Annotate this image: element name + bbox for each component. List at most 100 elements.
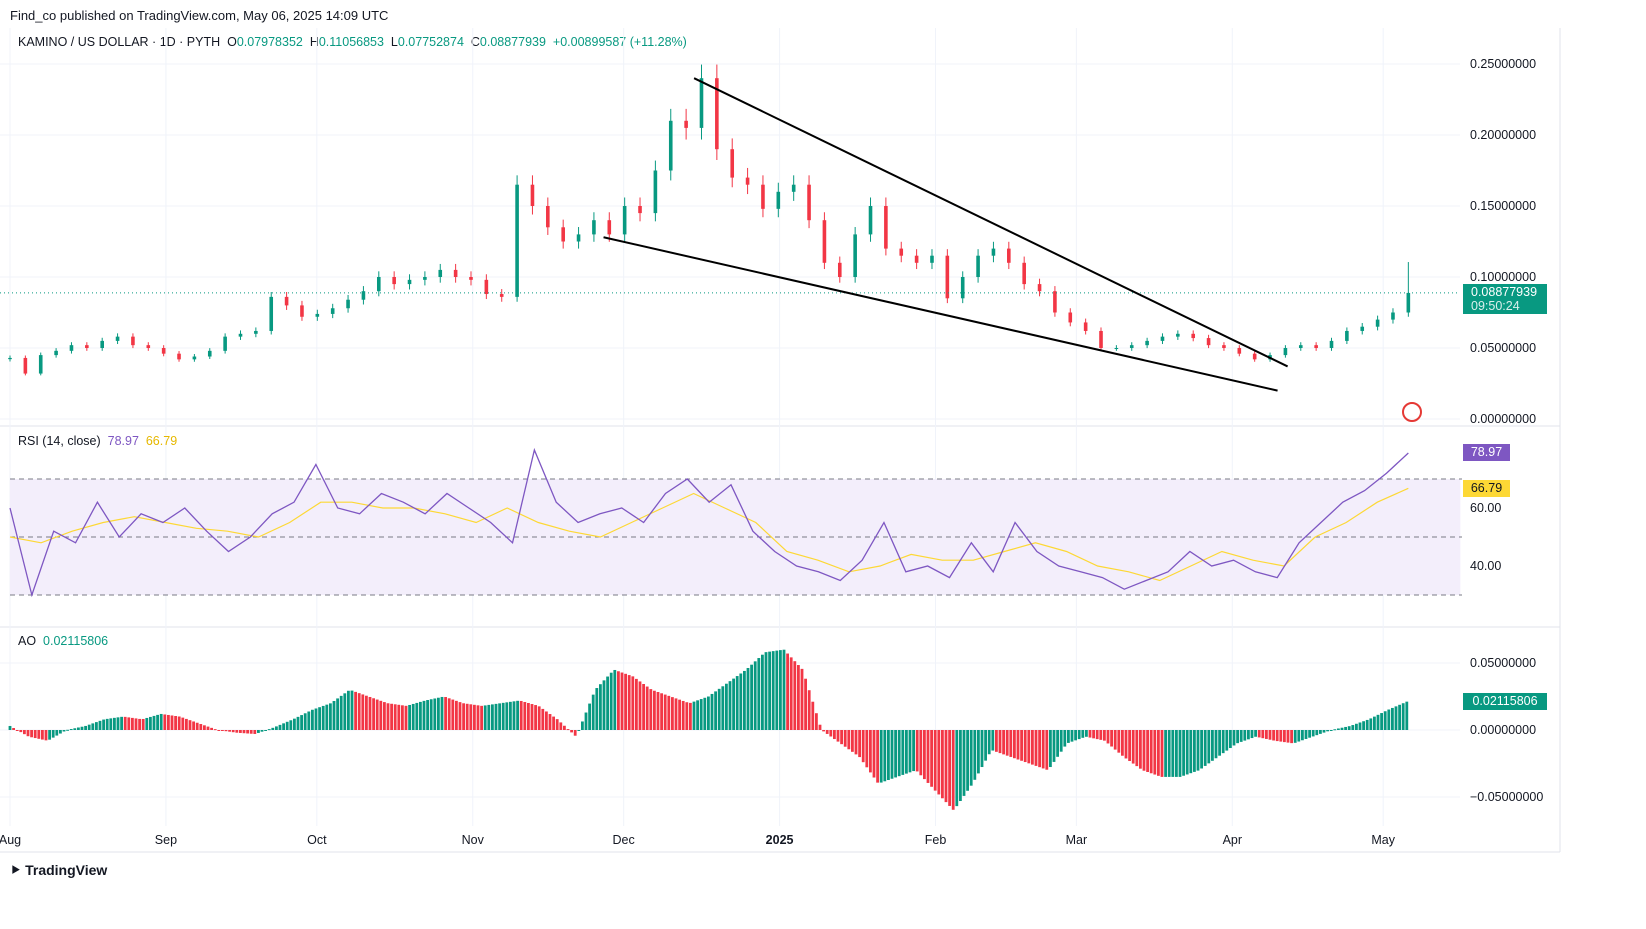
- ao-bar: [185, 718, 188, 730]
- ao-bar: [1243, 730, 1247, 741]
- ao-bar: [822, 730, 825, 732]
- ao-bar: [973, 730, 977, 780]
- ao-bar: [159, 713, 163, 730]
- ao-bar: [347, 690, 350, 730]
- ao-bar: [282, 723, 285, 730]
- ao-bar: [566, 729, 570, 731]
- ao-bar: [674, 698, 678, 730]
- ao-bar: [944, 730, 948, 803]
- ao-bar: [1128, 730, 1131, 762]
- ao-bar: [764, 652, 768, 730]
- candle-body: [499, 294, 504, 297]
- ao-bar: [1239, 730, 1243, 742]
- ao-bar: [318, 707, 321, 730]
- ao-bar: [447, 698, 451, 730]
- x-tick-label: Apr: [1223, 833, 1242, 847]
- ao-title[interactable]: AO: [18, 634, 37, 648]
- open-label: O: [227, 35, 237, 49]
- ao-bar: [951, 730, 955, 810]
- candle-body: [453, 269, 458, 277]
- ao-bar: [530, 704, 534, 730]
- ao-bar: [890, 730, 894, 779]
- ao-bar: [149, 716, 152, 730]
- rsi-title[interactable]: RSI (14, close): [18, 434, 101, 448]
- candle-body: [1391, 312, 1395, 320]
- ao-bar: [1193, 730, 1196, 772]
- candle-body: [1298, 345, 1303, 348]
- candle-body: [1083, 322, 1088, 331]
- candle-body: [315, 313, 320, 317]
- close-value: 0.08877939: [479, 35, 546, 49]
- ao-bar: [649, 689, 653, 730]
- ao-bar: [912, 730, 915, 772]
- ao-bar: [1319, 730, 1322, 734]
- ao-bar: [332, 700, 336, 730]
- ao-bar: [278, 724, 282, 730]
- ao-bar: [199, 724, 203, 730]
- trendline: [693, 77, 1289, 368]
- candle-body: [115, 336, 120, 341]
- ao-bar: [509, 701, 512, 730]
- ao-bar: [134, 718, 138, 730]
- ao-bar: [962, 730, 966, 796]
- ao-bar: [393, 704, 397, 730]
- publish-info: Find_co published on TradingView.com, Ma…: [10, 8, 389, 23]
- ao-bar: [1207, 730, 1211, 764]
- ao-bar: [19, 730, 23, 733]
- ao-bar: [541, 708, 545, 730]
- ao-bar: [872, 730, 876, 778]
- ao-bar: [613, 669, 617, 730]
- ao-bar: [231, 730, 235, 733]
- ao-bar: [1131, 730, 1135, 764]
- ao-bar: [861, 730, 865, 763]
- ao-bar: [343, 693, 347, 730]
- ao-bar: [1257, 730, 1261, 738]
- ao-bar: [386, 703, 390, 730]
- ao-bar: [905, 730, 908, 774]
- ao-bar: [609, 672, 613, 730]
- ao-bar: [1106, 730, 1110, 744]
- ao-bar: [948, 730, 951, 806]
- candle-body: [592, 220, 596, 235]
- ao-bar: [408, 704, 411, 730]
- candle-body: [423, 277, 427, 280]
- candle-body: [392, 277, 396, 285]
- candle-body: [1329, 340, 1334, 348]
- ao-bar: [1088, 730, 1092, 738]
- ao-bar: [883, 730, 887, 782]
- ao-bar: [1153, 730, 1157, 775]
- ao-bar: [1020, 730, 1023, 761]
- ao-bar: [235, 730, 239, 733]
- ao-bar: [365, 695, 368, 730]
- ao-bar: [80, 726, 84, 730]
- last-price-badge: 0.08877939 09:50:24: [1463, 284, 1547, 314]
- tradingview-logo[interactable]: ⯈ TradingView: [10, 862, 107, 879]
- ao-bar: [743, 670, 746, 730]
- ao-bar: [534, 705, 537, 730]
- ao-bar: [451, 699, 455, 730]
- ao-bar: [602, 680, 606, 730]
- ao-bar: [797, 665, 800, 730]
- ao-bar: [293, 718, 296, 730]
- ao-bar: [1247, 730, 1250, 740]
- ao-bar: [998, 730, 1002, 754]
- ao-bar: [667, 695, 671, 730]
- candle-body: [776, 191, 781, 209]
- ao-bar: [426, 700, 429, 730]
- symbol-title[interactable]: KAMINO / US DOLLAR · 1D · PYTH: [18, 35, 221, 49]
- candle-body: [131, 336, 135, 346]
- ao-bar: [1272, 730, 1275, 741]
- ao-bar: [1268, 730, 1272, 740]
- ao-bar: [1200, 730, 1203, 769]
- ao-bar: [419, 701, 422, 730]
- high-label: H: [309, 35, 319, 49]
- ao-bar: [1189, 730, 1193, 774]
- ao-bar: [1394, 706, 1398, 730]
- candle-body: [976, 255, 980, 277]
- ao-bar: [271, 727, 275, 730]
- rsi-ma-badge: 66.79: [1463, 480, 1510, 497]
- ao-bar: [735, 676, 739, 730]
- ao-bar: [980, 730, 984, 768]
- ao-bar: [1139, 730, 1142, 769]
